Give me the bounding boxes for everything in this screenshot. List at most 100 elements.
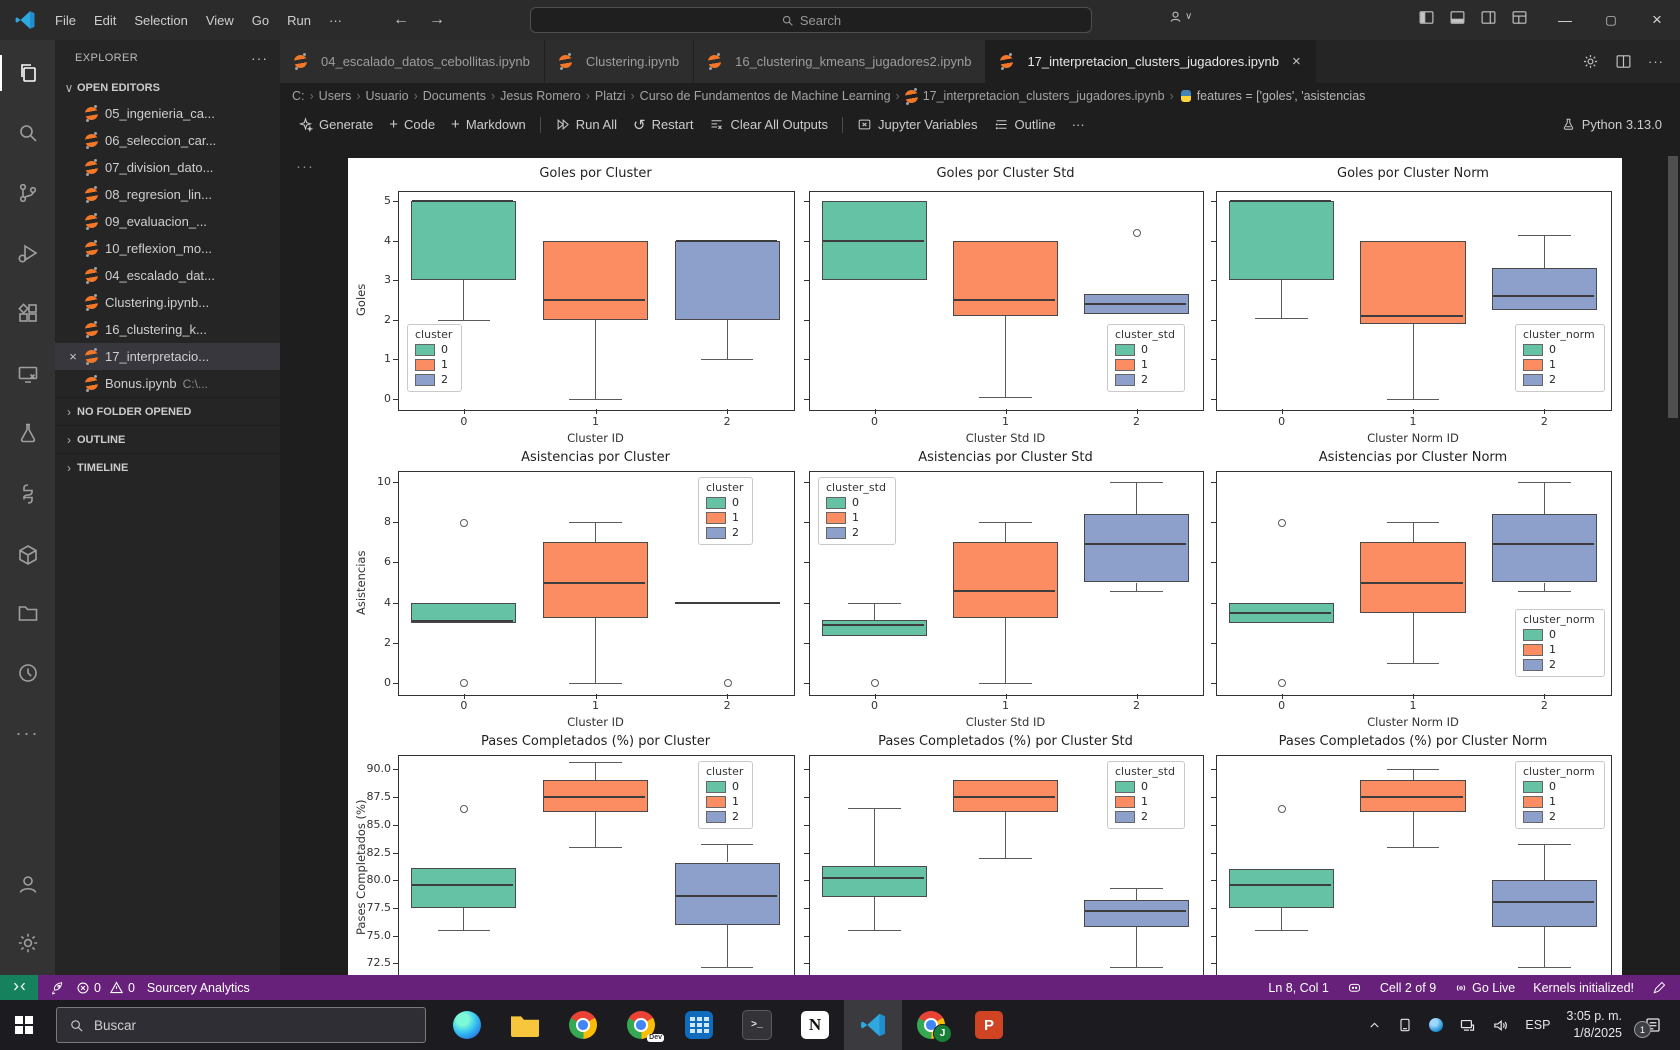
taskbar-terminal-icon[interactable]: >_ [728,1000,786,1050]
tab-16_clustering_kmeans_jugadores2-ipynb[interactable]: 16_clustering_kmeans_jugadores2.ipynb [694,40,987,83]
sidebar-more-actions-icon[interactable]: ··· [251,49,268,66]
breadcrumb-segment[interactable]: C: [292,89,305,103]
notification-center-button[interactable]: 1 [1634,1016,1662,1038]
breadcrumb-segment[interactable]: Jesus Romero [500,89,581,103]
taskbar-vscode-icon[interactable] [844,1000,902,1050]
tray-bluetooth-audio-icon[interactable] [1429,1018,1444,1032]
tray-rotation-lock-icon[interactable] [1397,1017,1413,1033]
cell-indicator-item[interactable]: Cell 2 of 9 [1380,981,1436,995]
tray-network-icon[interactable] [1459,1017,1476,1034]
cursor-position-item[interactable]: Ln 8, Col 1 [1268,981,1328,995]
toolbar-markdown-button[interactable]: + Markdown [451,116,526,133]
split-editor-icon[interactable] [1615,53,1632,70]
taskbar-chrome-icon[interactable] [554,1000,612,1050]
nav-back-icon[interactable]: ← [393,11,409,28]
toolbar-code-button[interactable]: + Code [389,116,436,133]
menu-item-selection[interactable]: Selection [134,12,188,28]
tray-volume-icon[interactable] [1492,1017,1509,1034]
open-editor-item[interactable]: 07_division_dato... [55,154,280,181]
activity-testing-icon[interactable] [0,409,55,457]
toolbar-jupyter-variables-button[interactable]: Jupyter Variables [849,112,985,138]
activity-account-icon[interactable] [0,860,55,908]
breadcrumb-symbol[interactable]: features = ['goles', 'asistencias [1196,89,1366,103]
menu-item-file[interactable]: File [55,12,76,28]
section-outline[interactable]: › OUTLINE [55,425,280,453]
tab-close-icon[interactable]: × [1291,53,1301,70]
nav-forward-icon[interactable]: → [429,11,445,28]
taskbar-chrome-profile-icon[interactable]: J [902,1000,960,1050]
sourcery-rocket-button[interactable] [50,981,64,995]
toolbar-restart-button[interactable]: ↺ Restart [632,116,694,134]
toggle-secondary-sidebar-icon[interactable] [1480,9,1497,26]
activity-extensions-icon[interactable] [0,289,55,337]
toggle-panel-icon[interactable] [1449,9,1466,26]
open-editor-item[interactable]: Bonus.ipynb C:\... [55,370,280,397]
toolbar-run-all-button[interactable]: Run All [547,112,625,138]
activity-remote-explorer-icon[interactable] [0,351,55,399]
section-open-editors[interactable]: ∨ OPEN EDITORS [55,75,280,100]
notifications-pen-button[interactable] [1652,981,1666,995]
taskbar-notion-icon[interactable]: N [786,1000,844,1050]
open-editor-item[interactable]: Clustering.ipynb... [55,289,280,316]
notebook-settings-gear-icon[interactable] [1582,53,1599,70]
toolbar---button[interactable]: ··· [1064,112,1093,138]
activity-packages-icon[interactable] [0,531,55,579]
taskbar-file-explorer-icon[interactable] [496,1000,554,1050]
taskbar-powerpoint-icon[interactable]: P [960,1000,1018,1050]
activity-more-icon[interactable]: ··· [15,722,40,743]
breadcrumb-file[interactable]: 17_interpretacion_clusters_jugadores.ipy… [922,89,1165,103]
section-no-folder[interactable]: › NO FOLDER OPENED [55,397,280,425]
breadcrumb-segment[interactable]: Users [318,89,352,103]
go-live-button[interactable]: Go Live [1454,981,1515,995]
menu-item-edit[interactable]: Edit [93,12,117,28]
breadcrumb-segment[interactable]: Documents [422,89,486,103]
activity-folder-library-icon[interactable] [0,589,55,637]
toolbar-clear-all-outputs-button[interactable]: Clear All Outputs [701,112,836,138]
tray-language-label[interactable]: ESP [1525,1018,1551,1032]
open-editor-item[interactable]: 09_evaluacion_... [55,208,280,235]
activity-explorer-icon[interactable] [0,49,55,97]
open-editor-item[interactable]: × 17_interpretacio... [55,343,280,370]
editor-scrollbar[interactable] [1668,156,1678,418]
activity-source-control-icon[interactable] [0,169,55,217]
taskbar-edge-icon[interactable] [438,1000,496,1050]
section-timeline[interactable]: › TIMELINE [55,453,280,481]
taskbar-clock[interactable]: 3:05 p. m. 1/8/2025 [1566,1008,1622,1042]
menu-item-go[interactable]: Go [251,12,270,28]
activity-history-icon[interactable] [0,649,55,697]
menu-item-view[interactable]: View [205,12,234,28]
cell-actions-icon[interactable]: ··· [296,158,314,175]
remote-indicator[interactable] [0,975,38,1000]
activity-run-debug-icon[interactable] [0,229,55,277]
taskbar-calculator-icon[interactable] [670,1000,728,1050]
tab-04_escalado_datos_cebollitas-ipynb[interactable]: 04_escalado_datos_cebollitas.ipynb [280,40,545,83]
account-menu-button[interactable]: ∨ [1168,9,1192,24]
breadcrumb-segment[interactable]: Usuario [365,89,409,103]
command-search-box[interactable]: Search [530,7,1092,33]
kernels-status-item[interactable]: Kernels initialized! [1533,981,1634,995]
open-editor-item[interactable]: 06_seleccion_car... [55,127,280,154]
activity-python-icon[interactable] [0,470,55,518]
tab-Clustering-ipynb[interactable]: Clustering.ipynb [544,40,695,83]
window-close-button[interactable]: × [1652,10,1662,29]
breadcrumb-segment[interactable]: Platzi [594,89,626,103]
taskbar-search-box[interactable]: Buscar [56,1007,426,1043]
tab-more-actions-icon[interactable]: ··· [1648,54,1664,69]
activity-search-icon[interactable] [0,109,55,157]
tray-show-hidden-icon[interactable] [1368,1019,1381,1032]
window-minimize-button[interactable]: — [1558,12,1572,28]
open-editor-item[interactable]: 04_escalado_dat... [55,262,280,289]
menu-item-run[interactable]: Run [287,12,311,28]
open-editor-item[interactable]: 16_clustering_k... [55,316,280,343]
problems-indicator[interactable]: 0 0 [76,980,135,995]
menu-item-[interactable]: ··· [329,12,342,28]
tab-17_interpretacion_clusters_jugadores-ipynb[interactable]: 17_interpretacion_clusters_jugadores.ipy… [986,40,1316,83]
start-button[interactable] [0,1000,48,1050]
open-editor-item[interactable]: 05_ingenieria_ca... [55,100,280,127]
toolbar-outline-button[interactable]: Outline [986,112,1064,138]
customize-layout-icon[interactable] [1511,9,1528,26]
activity-settings-gear-icon[interactable] [0,919,55,967]
toggle-sidebar-icon[interactable] [1418,9,1435,26]
close-editor-icon[interactable]: × [69,349,77,364]
sourcery-analytics-item[interactable]: Sourcery Analytics [147,981,250,995]
